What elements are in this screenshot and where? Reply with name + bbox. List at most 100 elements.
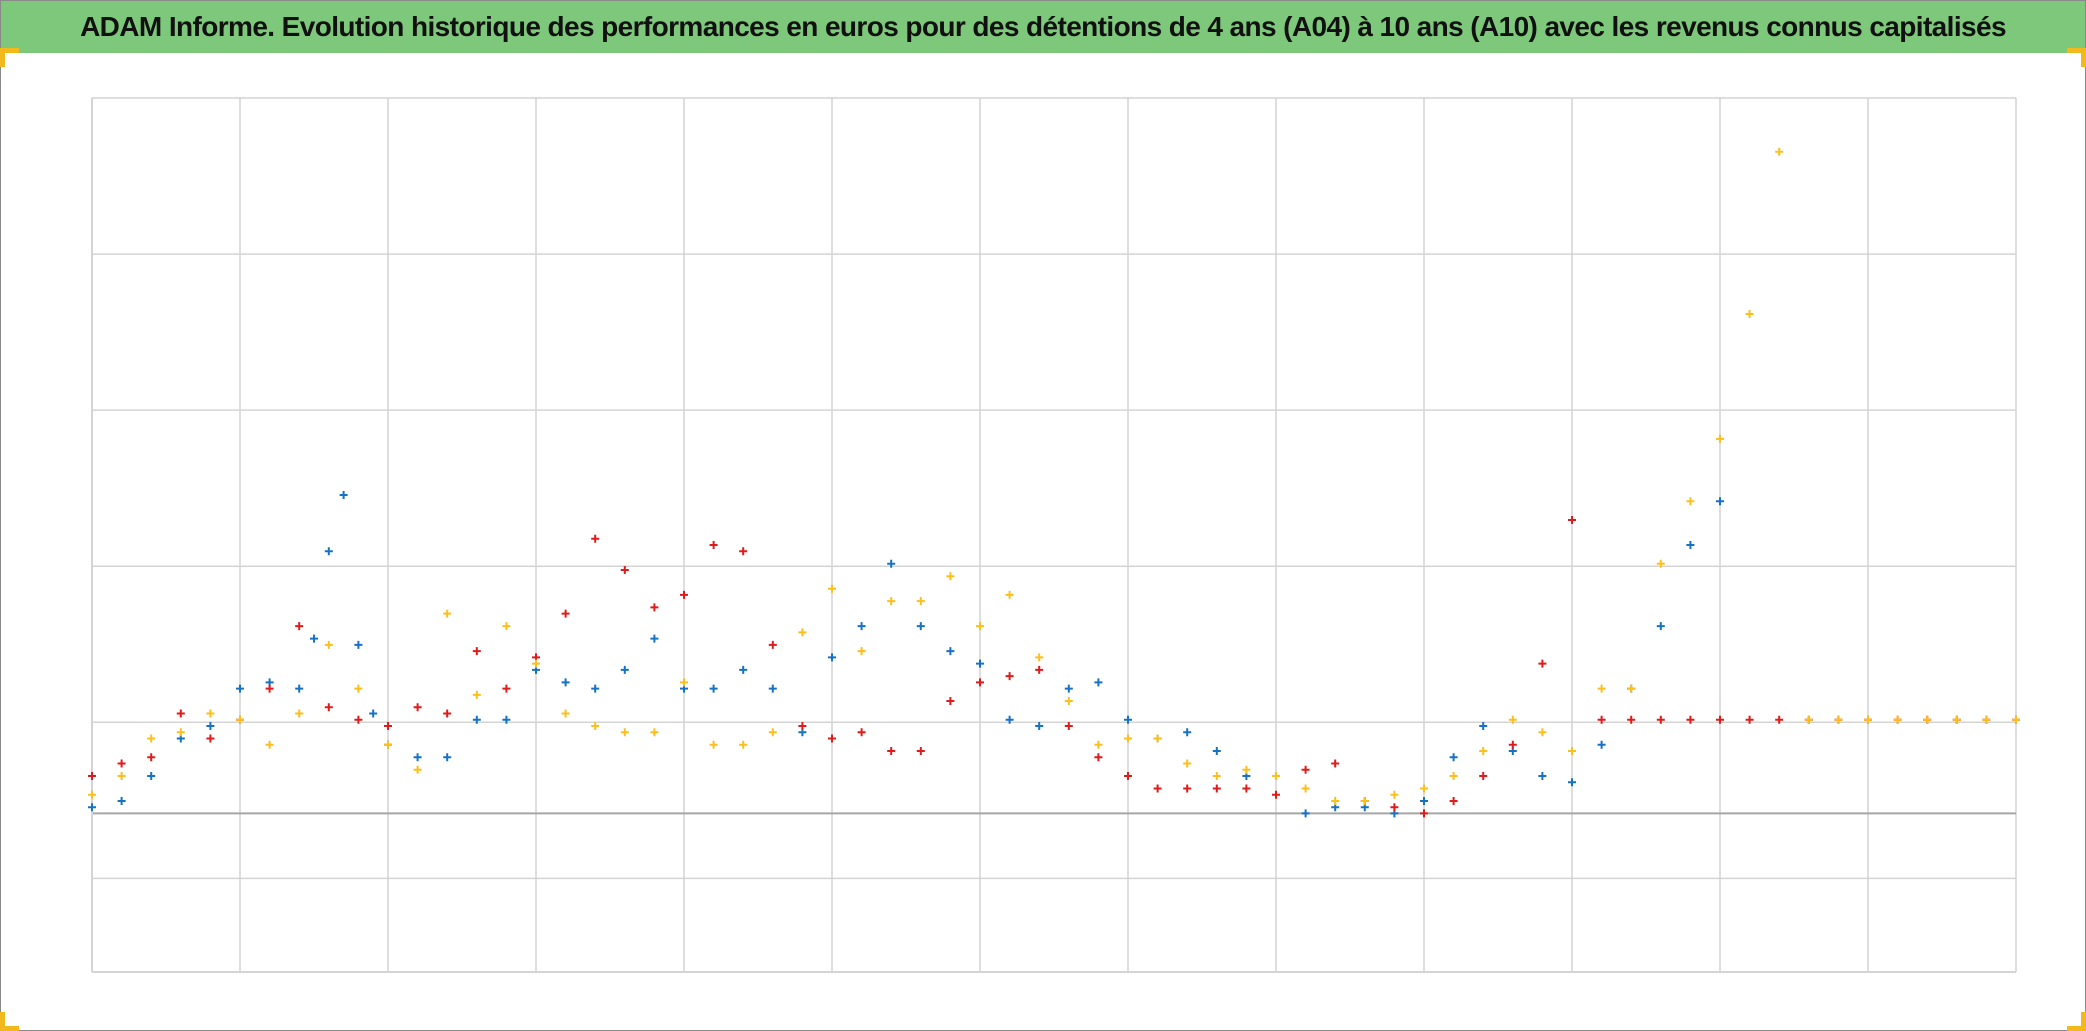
data-point [1775, 715, 1784, 724]
data-point [1420, 784, 1428, 793]
data-point [310, 634, 318, 643]
series-0 [88, 491, 1724, 818]
corner-mark-top-right [2067, 48, 2086, 67]
data-point [147, 771, 156, 780]
data-point [1153, 784, 1162, 793]
data-point [1982, 715, 1991, 724]
data-point [1064, 684, 1073, 693]
data-point [1183, 759, 1192, 768]
data-point [620, 665, 629, 674]
data-point [828, 584, 836, 593]
data-point [591, 722, 600, 731]
data-point [1094, 753, 1103, 762]
data-point [502, 715, 511, 724]
data-point [1656, 622, 1665, 631]
data-point [680, 678, 688, 687]
data-point [650, 634, 659, 643]
data-point [1212, 771, 1221, 780]
data-point [1272, 790, 1280, 799]
data-point [502, 684, 511, 693]
data-point [413, 753, 422, 762]
data-point [1331, 796, 1340, 805]
data-point [1124, 715, 1132, 724]
data-point [117, 759, 126, 768]
data-point [887, 559, 896, 568]
data-point [295, 709, 304, 718]
data-point [1301, 765, 1310, 774]
data-point [1597, 684, 1606, 693]
data-point [1834, 715, 1843, 724]
data-point [946, 572, 955, 581]
data-point [1479, 722, 1488, 731]
data-point [739, 665, 748, 674]
data-point [976, 659, 984, 668]
data-point [768, 640, 777, 649]
corner-mark-top-left [0, 48, 19, 67]
data-point [1538, 728, 1547, 737]
data-point [324, 703, 333, 712]
data-point [1893, 715, 1902, 724]
data-point [680, 590, 688, 599]
data-point [1686, 540, 1695, 549]
data-point [1242, 765, 1251, 774]
data-point [620, 728, 629, 737]
data-point [828, 653, 836, 662]
data-point [1745, 310, 1754, 319]
gridlines [91, 97, 2017, 973]
data-point [295, 622, 304, 631]
data-point [206, 734, 215, 743]
data-point [1153, 734, 1162, 743]
data-point [1656, 559, 1665, 568]
data-point [1479, 771, 1488, 780]
data-point [1656, 715, 1665, 724]
data-point [236, 715, 244, 724]
data-point [176, 709, 185, 718]
data-point [1508, 740, 1517, 749]
data-point [413, 765, 422, 774]
data-point [1538, 659, 1547, 668]
series-2 [88, 147, 2020, 805]
data-point [591, 534, 600, 543]
data-point [1716, 715, 1724, 724]
data-point [857, 622, 866, 631]
data-point [1479, 747, 1488, 756]
data-point [443, 709, 452, 718]
data-point [1597, 740, 1606, 749]
series-markers [88, 147, 2020, 818]
data-point [1420, 809, 1428, 818]
data-point [946, 697, 955, 706]
data-point [384, 722, 392, 731]
data-point [1005, 672, 1014, 681]
data-point [354, 715, 363, 724]
data-point [1124, 771, 1132, 780]
data-point [1183, 728, 1192, 737]
data-point [561, 709, 570, 718]
data-point [1538, 771, 1547, 780]
data-point [1212, 784, 1221, 793]
data-point [768, 728, 777, 737]
data-point [1035, 722, 1044, 731]
data-point [1864, 715, 1872, 724]
data-point [206, 722, 215, 731]
data-point [976, 678, 984, 687]
data-point [1568, 516, 1576, 525]
data-point [265, 684, 274, 693]
data-point [1064, 697, 1073, 706]
data-point [709, 684, 718, 693]
data-point [1449, 771, 1458, 780]
data-point [1094, 678, 1103, 687]
data-point [1360, 796, 1369, 805]
data-point [88, 790, 96, 799]
data-point [1568, 747, 1576, 756]
data-point [768, 684, 777, 693]
data-point [1212, 747, 1221, 756]
data-point [265, 740, 274, 749]
data-point [1716, 497, 1724, 506]
data-point [798, 722, 807, 731]
data-point [857, 728, 866, 737]
corner-mark-bottom-right [2067, 1012, 2086, 1031]
corner-mark-bottom-left [0, 1012, 19, 1031]
data-point [1242, 784, 1251, 793]
data-point [887, 747, 896, 756]
